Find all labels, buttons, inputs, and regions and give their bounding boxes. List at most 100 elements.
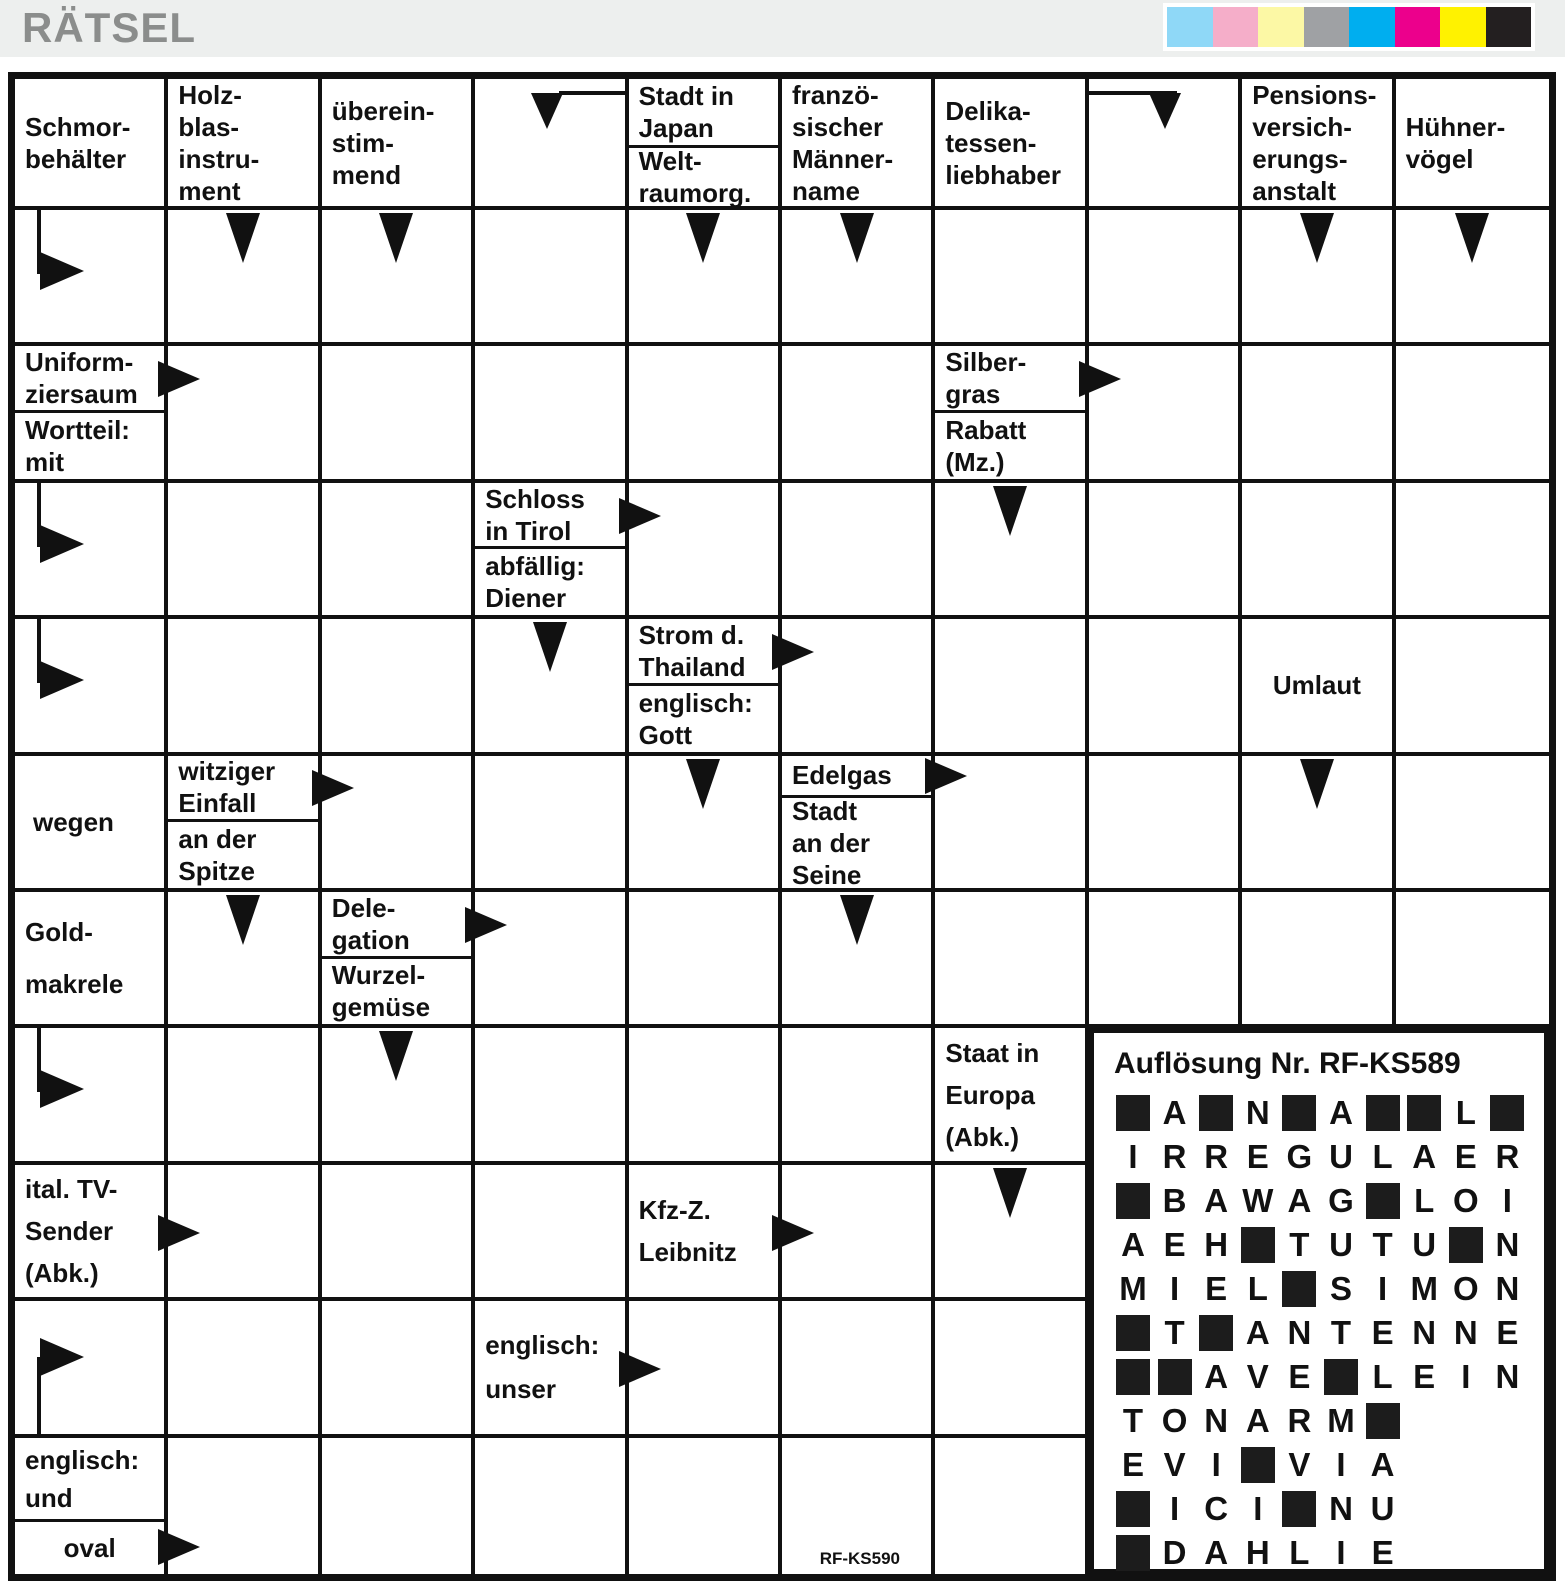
solution-letter: L	[1455, 1094, 1476, 1131]
clue-bottom: Wurzel-gemüse	[321, 955, 472, 1025]
answer-cell-r10-c1[interactable]	[15, 1301, 169, 1438]
answer-cell-r3-c5[interactable]	[628, 346, 782, 483]
flag-arrow-line	[37, 210, 41, 274]
answer-cell-r5-c4[interactable]	[475, 619, 629, 756]
answer-cell-r1-c8[interactable]	[1088, 79, 1243, 210]
answer-cell-r3-c9[interactable]	[1242, 346, 1396, 483]
answer-cell-r5-c8[interactable]	[1088, 619, 1243, 756]
answer-cell-r11-c3[interactable]	[321, 1437, 476, 1574]
answer-cell-r8-c4[interactable]	[475, 1028, 629, 1165]
arrow-right-icon	[311, 770, 354, 807]
answer-cell-r11-c5[interactable]	[628, 1437, 782, 1574]
answer-cell-r2-c9[interactable]	[1242, 210, 1396, 347]
answer-cell-r2-c5[interactable]	[628, 210, 782, 347]
solution-letter: O	[1161, 1402, 1188, 1439]
answer-cell-r6-c9[interactable]	[1242, 755, 1396, 892]
clue-line: Einfall	[178, 788, 257, 819]
answer-cell-r4-c9[interactable]	[1242, 482, 1396, 620]
answer-cell-r11-c7[interactable]	[935, 1437, 1089, 1574]
solution-letter: I	[1461, 1358, 1471, 1395]
answer-cell-r8-c3[interactable]	[321, 1028, 476, 1165]
answer-cell-r7-c10[interactable]	[1395, 892, 1549, 1029]
answer-cell-r4-c3[interactable]	[321, 482, 476, 620]
answer-cell-r6-c8[interactable]	[1088, 755, 1243, 892]
answer-cell-r10-c6[interactable]	[782, 1301, 936, 1438]
solution-letter: E	[1454, 1138, 1477, 1175]
color-swatch-8	[1485, 7, 1531, 47]
answer-cell-r2-c6[interactable]	[782, 210, 936, 347]
answer-cell-r7-c9[interactable]	[1242, 892, 1396, 1029]
answer-cell-r5-c7[interactable]	[935, 619, 1089, 756]
clue-cell-r11-c1: englisch: und oval	[15, 1437, 201, 1574]
answer-cell-r6-c10[interactable]	[1395, 755, 1549, 892]
answer-cell-r7-c5[interactable]	[628, 892, 782, 1029]
arrow-right-icon	[158, 361, 201, 398]
answer-cell-r10-c7[interactable]	[935, 1301, 1089, 1438]
answer-cell-r2-c2[interactable]	[168, 210, 322, 347]
solution-letter: E	[1413, 1358, 1436, 1395]
answer-cell-r7-c6[interactable]	[782, 892, 936, 1029]
clue-bottom: oval	[15, 1519, 165, 1574]
clue-line: instru-	[178, 143, 260, 174]
clue-cell-r9-c5: Kfz-Z. Leibnitz	[628, 1164, 814, 1302]
clue-bottom: englisch: Gott	[628, 682, 778, 752]
clue-bottom: Wortteil: mit	[15, 409, 165, 479]
answer-cell-r4-c1[interactable]	[15, 482, 169, 620]
clue-line: Stadt	[792, 796, 857, 827]
solution-block	[1112, 1487, 1154, 1531]
answer-cell-r5-c1[interactable]	[15, 619, 169, 756]
answer-cell-r5-c10[interactable]	[1395, 619, 1549, 756]
clue-line: Wurzel-	[331, 960, 426, 991]
answer-cell-r9-c3[interactable]	[321, 1164, 476, 1302]
answer-cell-r2-c7[interactable]	[935, 210, 1089, 347]
arrow-right-icon	[925, 758, 968, 795]
answer-cell-r2-c8[interactable]	[1088, 210, 1243, 347]
solution-letter: I	[1211, 1446, 1221, 1483]
answer-cell-r8-c5[interactable]	[628, 1028, 782, 1165]
clue-top: Edelgas	[782, 756, 931, 796]
clue-cell-r1-c7: Delika-tessen-liebhaber	[935, 79, 1089, 210]
solution-letter: L	[1414, 1182, 1435, 1219]
answer-cell-r3-c6[interactable]	[782, 346, 936, 483]
answer-cell-r5-c3[interactable]	[321, 619, 476, 756]
answer-cell-r11-c4[interactable]	[475, 1437, 629, 1574]
answer-cell-r4-c8[interactable]	[1088, 482, 1243, 620]
answer-cell-r8-c1[interactable]	[15, 1028, 169, 1165]
answer-cell-r2-c4[interactable]	[475, 210, 629, 347]
answer-cell-r6-c4[interactable]	[475, 755, 629, 892]
answer-cell-r8-c6[interactable]	[782, 1028, 936, 1165]
answer-cell-r5-c2[interactable]	[168, 619, 322, 756]
answer-cell-r3-c4[interactable]	[475, 346, 629, 483]
answer-cell-r4-c7[interactable]	[935, 482, 1089, 620]
answer-cell-r4-c6[interactable]	[782, 482, 936, 620]
answer-cell-r7-c2[interactable]	[168, 892, 322, 1029]
answer-cell-r1-c4[interactable]	[475, 79, 629, 210]
solution-letter: U	[1329, 1138, 1353, 1175]
clue-line: Umlaut	[1272, 670, 1361, 701]
answer-cell-r2-c1[interactable]	[15, 210, 169, 347]
answer-cell-r3-c10[interactable]	[1395, 346, 1549, 483]
answer-cell-r7-c8[interactable]	[1088, 892, 1243, 1029]
answer-cell-r6-c7[interactable]	[935, 755, 1089, 892]
answer-cell-r8-c2[interactable]	[168, 1028, 322, 1165]
answer-cell-r7-c7[interactable]	[935, 892, 1089, 1029]
answer-cell-r11-c6[interactable]	[782, 1437, 936, 1574]
answer-cell-r4-c10[interactable]	[1395, 482, 1549, 620]
answer-cell-r10-c3[interactable]	[321, 1301, 476, 1438]
solution-letter: G	[1286, 1138, 1313, 1175]
answer-cell-r2-c10[interactable]	[1395, 210, 1549, 347]
answer-cell-r3-c3[interactable]	[321, 346, 476, 483]
solution-letter: U	[1329, 1226, 1353, 1263]
black-square	[1324, 1359, 1358, 1395]
answer-cell-r10-c2[interactable]	[168, 1301, 322, 1438]
black-square	[1199, 1315, 1234, 1351]
clue-line: Welt-	[638, 146, 702, 177]
answer-cell-r2-c3[interactable]	[321, 210, 476, 347]
answer-cell-r9-c7[interactable]	[935, 1164, 1089, 1302]
clue-cell-r5-c9: Umlaut	[1242, 619, 1396, 756]
answer-cell-r4-c2[interactable]	[168, 482, 322, 620]
solution-letter: N	[1495, 1226, 1520, 1263]
black-square	[1282, 1095, 1317, 1131]
answer-cell-r9-c4[interactable]	[475, 1164, 629, 1302]
answer-cell-r6-c5[interactable]	[628, 755, 782, 892]
